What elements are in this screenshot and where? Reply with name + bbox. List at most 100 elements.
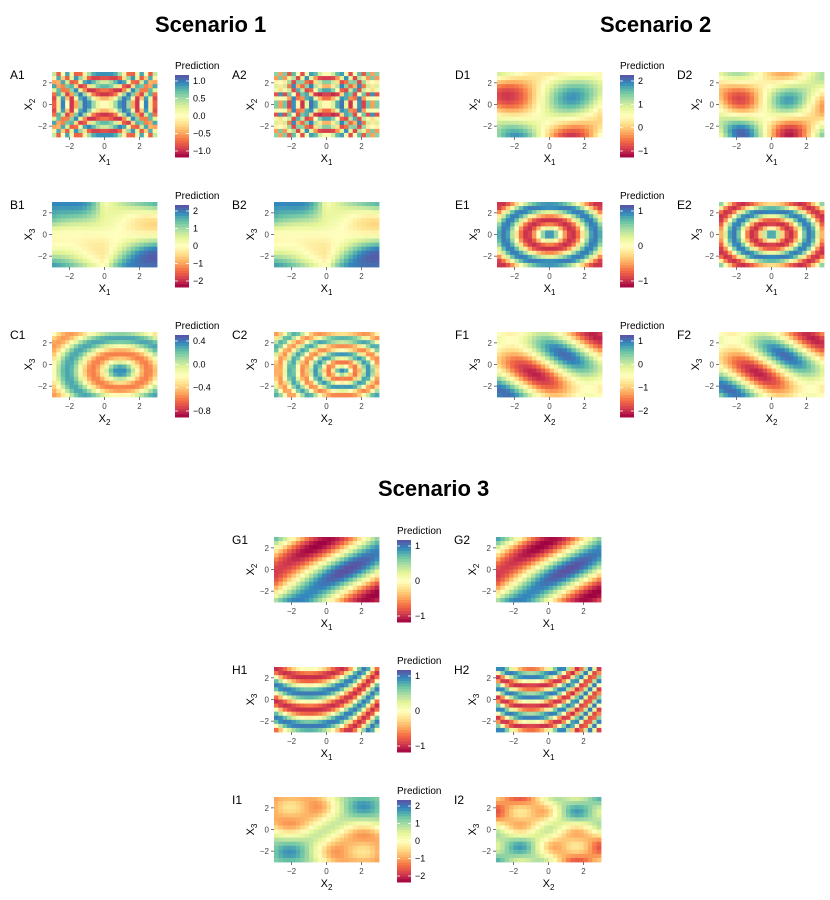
heat-cell [278, 210, 284, 215]
heat-cell [87, 128, 92, 134]
heat-cell [309, 364, 314, 369]
heat-cell [82, 360, 88, 365]
heat-cell [295, 96, 301, 101]
heat-cell [69, 376, 75, 382]
legend-color-step [620, 348, 634, 352]
heat-cell [732, 376, 737, 382]
heat-cell [740, 368, 746, 374]
heat-cell [287, 222, 292, 227]
heat-cell [91, 92, 97, 97]
heat-cell [597, 202, 603, 207]
heat-cell [584, 104, 590, 109]
heat-cell [148, 238, 154, 244]
heat-cell [152, 226, 158, 231]
heat-cell [370, 116, 376, 122]
heat-cell [505, 112, 511, 118]
heat-cell [313, 388, 319, 394]
heat-cell [304, 254, 310, 260]
heat-cell [523, 234, 529, 239]
heat-cell [580, 332, 585, 337]
heat-cell [322, 116, 327, 122]
x-tick-label: −2 [65, 272, 75, 281]
heat-cell [723, 258, 729, 264]
heat-cell [719, 238, 724, 244]
heat-cell [719, 392, 724, 398]
heat-cell [65, 356, 70, 361]
heat-cell [558, 372, 564, 378]
heat-cell [274, 108, 279, 114]
heat-cell [330, 120, 336, 126]
legend-color-step [620, 237, 634, 242]
heat-cell [104, 376, 110, 382]
legend-color-step [620, 88, 634, 92]
heat-cell [593, 108, 599, 114]
heat-cell [723, 380, 729, 386]
heat-cell [104, 88, 110, 93]
heat-cell [571, 376, 577, 382]
heat-cell [775, 96, 781, 101]
heat-cell [135, 392, 140, 398]
heat-cell [108, 226, 114, 231]
heat-cell [793, 364, 799, 369]
heat-cell [330, 132, 336, 138]
heat-cell [73, 128, 79, 134]
heat-cell [91, 96, 97, 101]
heat-cell [122, 336, 127, 341]
heat-cell [78, 384, 84, 390]
heat-cell [130, 384, 136, 390]
heat-cell [335, 392, 341, 398]
heat-cell [597, 246, 603, 252]
heat-cell [82, 246, 88, 252]
heat-cell [291, 128, 297, 134]
heat-cell [291, 356, 297, 361]
heat-cell [549, 92, 555, 97]
legend-color-step [620, 205, 634, 209]
heat-cell [597, 234, 603, 239]
heat-cell [553, 250, 559, 256]
heat-cell [139, 254, 145, 260]
heat-cell [100, 356, 105, 361]
heat-cell [65, 214, 70, 219]
heat-cell [330, 218, 336, 223]
heat-cell [126, 120, 132, 126]
heat-cell [719, 372, 724, 378]
heat-cell [52, 364, 57, 369]
heat-cell [309, 238, 314, 244]
heat-cell [370, 72, 376, 77]
heat-cell [56, 226, 62, 231]
heat-cell [736, 388, 742, 394]
heat-cell [736, 92, 742, 97]
heat-cell [361, 392, 367, 398]
heat-cell [532, 112, 537, 118]
heat-cell [745, 376, 751, 382]
heat-cell [139, 336, 145, 341]
heat-cell [304, 76, 310, 81]
heat-cell [532, 352, 537, 357]
heat-cell [287, 234, 292, 239]
heat-cell [60, 100, 66, 105]
heat-cell [558, 92, 564, 97]
heat-cell [584, 372, 590, 378]
heat-cell [370, 238, 376, 244]
heat-cell [135, 336, 140, 341]
heat-cell [762, 92, 768, 97]
heat-cell [732, 116, 737, 122]
heat-cell [567, 226, 572, 231]
heat-cell [326, 72, 332, 77]
heat-cell [745, 336, 751, 341]
heat-cell [348, 336, 354, 341]
heat-cell [784, 384, 790, 390]
heat-cell [593, 344, 599, 349]
heat-cell [732, 250, 737, 256]
legend-color-step [175, 267, 189, 272]
heat-cell [771, 372, 777, 378]
heat-cell [300, 80, 306, 85]
heat-cell [52, 372, 57, 378]
heat-cell [501, 132, 507, 138]
heat-cell [775, 356, 781, 361]
heat-cell [348, 352, 354, 357]
heat-cell [87, 336, 92, 341]
heat-cell [545, 356, 550, 361]
heat-cell [536, 356, 542, 361]
heat-cell [104, 202, 110, 207]
